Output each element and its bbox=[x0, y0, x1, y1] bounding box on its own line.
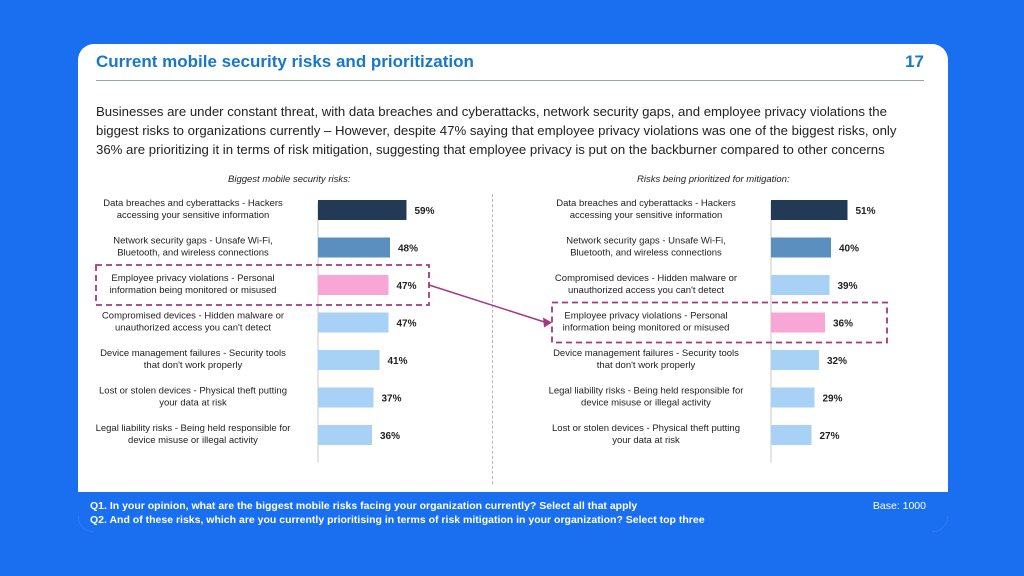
right-category-label-6-1: your data at risk bbox=[612, 435, 680, 446]
left-category-label-5-1: your data at risk bbox=[159, 398, 227, 409]
right-bar-3 bbox=[771, 312, 825, 333]
right-bar-5 bbox=[771, 387, 815, 408]
title-rule bbox=[96, 80, 924, 81]
right-category-label-1-1: Bluetooth, and wireless connections bbox=[570, 248, 722, 259]
right-category-label-5-1: device misuse or illegal activity bbox=[581, 398, 711, 409]
left-category-label-2-0: Employee privacy violations - Personal bbox=[111, 273, 274, 284]
left-category-label-0-1: accessing your sensitive information bbox=[117, 210, 270, 221]
right-category-label-0-0: Data breaches and cyberattacks - Hackers bbox=[556, 198, 736, 209]
right-value-label-1: 40% bbox=[839, 244, 859, 255]
left-category-label-6-1: device misuse or illegal activity bbox=[128, 435, 258, 446]
left-category-label-6-0: Legal liability risks - Being held respo… bbox=[96, 423, 291, 434]
right-category-label-4-1: that don't work properly bbox=[597, 360, 696, 371]
connector-arrowhead bbox=[543, 317, 552, 328]
right-value-label-0: 51% bbox=[856, 206, 876, 217]
right-category-label-2-1: unauthorized access you can't detect bbox=[568, 285, 724, 296]
left-category-label-2-1: information being monitored or misused bbox=[110, 285, 277, 296]
footer-bar: Q1. In your opinion, what are the bigges… bbox=[78, 492, 948, 532]
right-value-label-4: 32% bbox=[827, 356, 847, 367]
left-value-label-6: 36% bbox=[380, 431, 400, 442]
intro-paragraph: Businesses are under constant threat, wi… bbox=[96, 104, 897, 157]
right-category-label-4-0: Device management failures - Security to… bbox=[553, 348, 739, 359]
connector-arrow-line bbox=[428, 284, 547, 324]
left-category-label-3-0: Compromised devices - Hidden malware or bbox=[102, 311, 284, 322]
left-category-label-1-0: Network security gaps - Unsafe Wi-Fi, bbox=[113, 236, 272, 247]
right-category-label-5-0: Legal liability risks - Being held respo… bbox=[549, 386, 744, 397]
left-category-label-5-0: Lost or stolen devices - Physical theft … bbox=[99, 386, 287, 397]
right-bar-1 bbox=[771, 237, 831, 258]
left-bar-1 bbox=[318, 237, 390, 258]
footer-base: Base: 1000 bbox=[872, 500, 926, 512]
footer-question-1: Q1. In your opinion, what are the bigges… bbox=[90, 500, 638, 512]
right-bar-2 bbox=[771, 275, 830, 295]
left-bar-3 bbox=[318, 312, 389, 333]
left-bar-4 bbox=[318, 350, 380, 370]
left-value-label-5: 37% bbox=[382, 394, 402, 405]
slide-card: Current mobile security risks and priori… bbox=[78, 44, 948, 532]
right-value-label-5: 29% bbox=[823, 394, 843, 405]
right-bar-6 bbox=[771, 425, 812, 445]
left-value-label-2: 47% bbox=[397, 281, 417, 292]
right-value-label-6: 27% bbox=[820, 431, 840, 442]
right-value-label-3: 36% bbox=[833, 319, 853, 330]
left-bar-0 bbox=[318, 200, 407, 220]
left-value-label-3: 47% bbox=[397, 319, 417, 330]
left-category-label-4-0: Device management failures - Security to… bbox=[100, 348, 286, 359]
left-category-label-1-1: Bluetooth, and wireless connections bbox=[117, 248, 269, 259]
left-chart-title: Biggest mobile security risks: bbox=[228, 174, 351, 185]
right-category-label-3-1: information being monitored or misused bbox=[563, 323, 730, 334]
page-number: 17 bbox=[905, 52, 924, 71]
chart-divider bbox=[492, 194, 493, 484]
right-bar-4 bbox=[771, 350, 819, 370]
left-value-label-4: 41% bbox=[388, 356, 408, 367]
right-category-label-2-0: Compromised devices - Hidden malware or bbox=[555, 273, 737, 284]
right-category-label-6-0: Lost or stolen devices - Physical theft … bbox=[552, 423, 740, 434]
left-bar-5 bbox=[318, 387, 374, 408]
right-value-label-2: 39% bbox=[838, 281, 858, 292]
right-category-label-3-0: Employee privacy violations - Personal bbox=[564, 311, 727, 322]
right-category-label-0-1: accessing your sensitive information bbox=[570, 210, 723, 221]
left-bar-6 bbox=[318, 425, 372, 445]
left-value-label-1: 48% bbox=[398, 244, 418, 255]
left-bar-2 bbox=[318, 275, 389, 295]
bar-charts: 59% Data breaches and cyberattacks - Hack… bbox=[95, 198, 888, 463]
left-category-label-3-1: unauthorized access you can't detect bbox=[115, 323, 271, 334]
left-category-label-0-0: Data breaches and cyberattacks - Hackers bbox=[103, 198, 283, 209]
right-category-label-1-0: Network security gaps - Unsafe Wi-Fi, bbox=[566, 236, 725, 247]
left-category-label-4-1: that don't work properly bbox=[144, 360, 243, 371]
footer-question-2: Q2. And of these risks, which are you cu… bbox=[90, 514, 705, 526]
page-title: Current mobile security risks and priori… bbox=[96, 52, 474, 71]
left-value-label-0: 59% bbox=[415, 206, 435, 217]
right-chart-title: Risks being prioritized for mitigation: bbox=[637, 174, 790, 185]
right-bar-0 bbox=[771, 200, 848, 220]
